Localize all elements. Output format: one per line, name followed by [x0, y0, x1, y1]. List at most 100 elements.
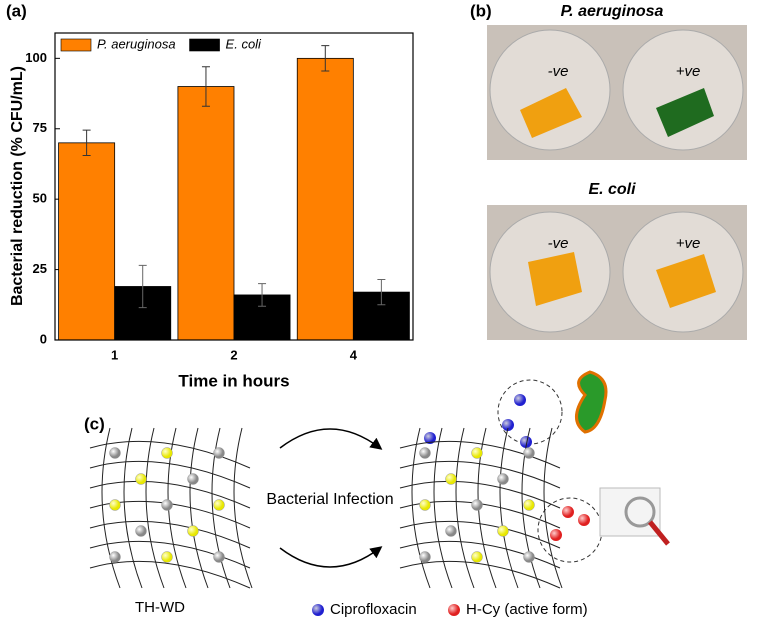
- molecule: [514, 394, 526, 406]
- legend-marker: [448, 604, 460, 616]
- y-tick-label: 0: [40, 331, 47, 346]
- sample: [520, 88, 582, 138]
- y-tick-label: 100: [25, 50, 47, 65]
- particle: [213, 551, 225, 563]
- mesh-line: [399, 480, 561, 509]
- particle: [109, 499, 121, 511]
- arrow: [279, 546, 383, 568]
- x-tick-label: 4: [350, 347, 358, 362]
- particle: [135, 525, 147, 537]
- mesh-line: [89, 540, 251, 569]
- particle: [419, 447, 431, 459]
- y-tick-label: 25: [33, 261, 47, 276]
- mesh-line: [123, 427, 143, 589]
- plot-frame: [54, 32, 414, 341]
- particle: [213, 499, 225, 511]
- legend-marker: [312, 604, 324, 616]
- particle: [161, 447, 173, 459]
- molecule: [502, 419, 514, 431]
- dish: [622, 29, 744, 151]
- sample: [656, 254, 716, 308]
- molecule: [520, 436, 532, 448]
- arrow: [279, 428, 383, 450]
- mesh-line: [411, 427, 431, 589]
- legend-label: P. aeruginosa: [97, 36, 176, 51]
- particle: [213, 447, 225, 459]
- particle: [109, 551, 121, 563]
- mesh-line: [89, 460, 251, 489]
- error-bar: [138, 264, 147, 309]
- photo-label: +ve: [676, 235, 701, 252]
- photo-label: -ve: [548, 235, 569, 252]
- material-label: TH-WD: [135, 599, 185, 616]
- diagram: Bacterial Infection TH-WD Ciprofloxacin …: [89, 370, 670, 618]
- particle: [419, 551, 431, 563]
- mesh-line: [433, 427, 453, 589]
- particle: [471, 447, 483, 459]
- error-bar: [201, 66, 210, 107]
- panel-label: (b): [470, 1, 492, 20]
- bacterium-icon: [575, 370, 608, 434]
- bar: [58, 142, 116, 341]
- sample: [528, 252, 582, 306]
- particle: [497, 525, 509, 537]
- particle: [161, 499, 173, 511]
- y-axis-label: Bacterial reduction (% CFU/mL): [9, 66, 26, 306]
- mesh-line: [543, 427, 563, 589]
- legend-swatch: [60, 38, 92, 52]
- sample: [656, 88, 714, 137]
- y-tick-label: 50: [33, 191, 47, 206]
- error-bar: [321, 45, 330, 72]
- molecule: [424, 432, 436, 444]
- particle: [497, 473, 509, 485]
- particle: [135, 473, 147, 485]
- bar: [296, 57, 354, 341]
- mesh-line: [145, 427, 165, 589]
- photo-label: +ve: [676, 63, 701, 80]
- mesh-line: [233, 427, 253, 589]
- error-bar: [82, 129, 91, 157]
- mesh-line: [399, 460, 561, 489]
- zoom-circle: [497, 379, 563, 445]
- photo-title: P. aeruginosa: [561, 3, 664, 20]
- particle: [523, 551, 535, 563]
- arrow-label: Bacterial Infection: [266, 491, 393, 508]
- particle: [187, 473, 199, 485]
- particle: [471, 551, 483, 563]
- legend-swatch: [189, 38, 220, 52]
- photo-panel: P. aeruginosa -ve +ve E. coli -ve +ve: [487, 3, 747, 340]
- mesh-line: [399, 520, 561, 549]
- legend-label: Ciprofloxacin: [330, 601, 417, 618]
- particle: [109, 447, 121, 459]
- mesh-line: [521, 427, 541, 589]
- mesh-line: [89, 520, 251, 549]
- mesh-line: [101, 427, 121, 589]
- molecule: [562, 506, 574, 518]
- error-bar: [258, 283, 267, 307]
- dish: [489, 29, 611, 151]
- mesh-line: [499, 427, 519, 589]
- mesh-line: [399, 560, 561, 589]
- molecule: [550, 529, 562, 541]
- x-tick-label: 1: [111, 347, 118, 362]
- diagnose-icon: [599, 487, 661, 537]
- particle: [187, 525, 199, 537]
- particle: [471, 499, 483, 511]
- particle: [523, 447, 535, 459]
- photo-title: E. coli: [588, 181, 636, 198]
- mesh-line: [455, 427, 475, 589]
- legend-label: E. coli: [226, 36, 263, 51]
- panel-label: (a): [6, 1, 27, 20]
- x-axis-label: Time in hours: [178, 371, 289, 390]
- photo-label: -ve: [548, 63, 569, 80]
- error-bar: [377, 278, 386, 306]
- mesh-line: [89, 480, 251, 509]
- bar: [177, 86, 235, 341]
- particle: [523, 499, 535, 511]
- magnifier: [648, 520, 670, 546]
- panel-label: (c): [84, 414, 105, 433]
- particle: [161, 551, 173, 563]
- legend-label: H-Cy (active form): [466, 601, 588, 618]
- y-tick-label: 75: [33, 120, 47, 135]
